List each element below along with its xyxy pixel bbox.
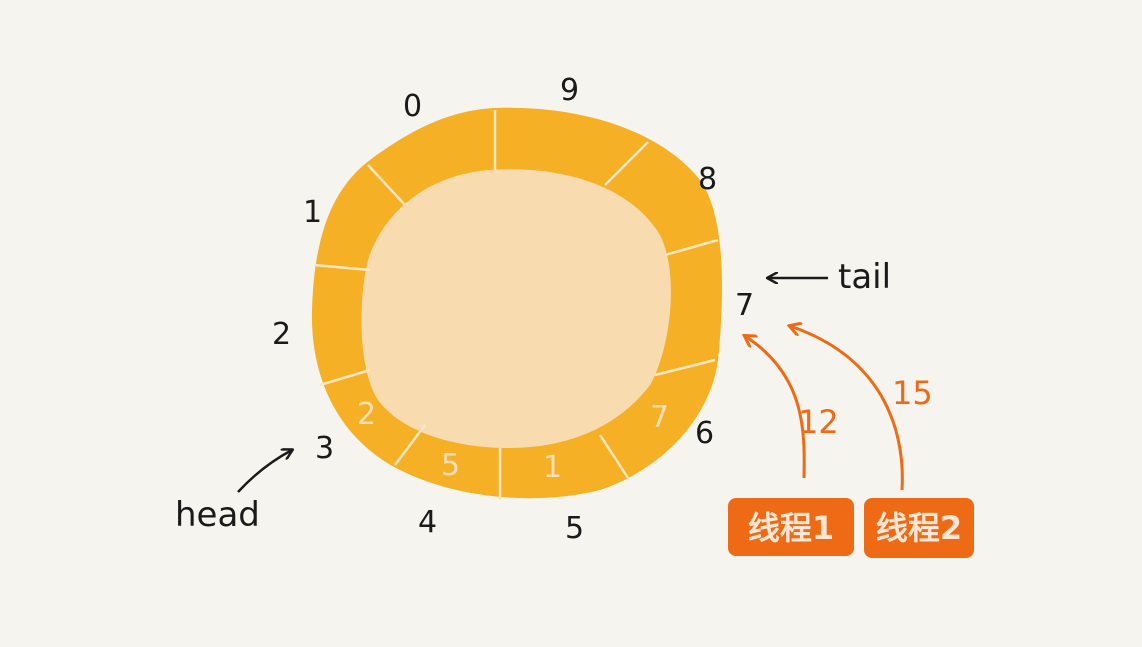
slot-index: 0 <box>403 89 422 124</box>
slot-divider <box>604 141 649 186</box>
slot-value: 5 <box>441 448 460 483</box>
thread-1-value: 12 <box>798 403 839 441</box>
slot-divider <box>394 424 426 466</box>
slot-divider <box>654 358 716 377</box>
thread-2-arrow <box>790 326 904 491</box>
slot-divider <box>598 434 630 479</box>
head-arrow <box>237 450 292 493</box>
thread-1: 12 线程1 <box>728 336 854 556</box>
ring-center <box>361 169 671 448</box>
slot-index: 6 <box>695 416 714 451</box>
tail-label: tail <box>838 257 891 297</box>
slot-index: 7 <box>735 288 754 323</box>
stored-values: 2 5 1 7 <box>357 397 669 485</box>
tail-pointer: tail <box>768 257 891 297</box>
slot-divider <box>313 263 371 272</box>
slot-index: 2 <box>272 317 291 352</box>
slot-index: 3 <box>315 431 334 466</box>
thread-2: 15 线程2 <box>790 326 974 558</box>
thread-1-label: 线程1 <box>748 509 834 547</box>
thread-1-box <box>728 498 854 556</box>
slot-index: 9 <box>560 73 579 108</box>
ring <box>311 107 723 500</box>
slot-index: 5 <box>565 511 584 546</box>
thread-2-label: 线程2 <box>876 509 962 547</box>
head-pointer: head <box>175 450 292 535</box>
slot-divider <box>664 238 719 257</box>
slot-divider <box>319 368 371 387</box>
slot-divider <box>367 164 406 206</box>
slot-index: 1 <box>303 195 322 230</box>
slot-value: 2 <box>357 397 376 432</box>
slot-value: 7 <box>650 400 669 435</box>
slot-value: 1 <box>543 450 562 485</box>
slot-indices: 0 1 2 3 4 5 6 7 8 9 <box>272 73 754 546</box>
slot-index: 8 <box>698 162 717 197</box>
slot-dividers <box>313 110 719 500</box>
thread-1-arrow <box>745 336 806 479</box>
head-label: head <box>175 495 260 535</box>
thread-2-value: 15 <box>892 374 933 412</box>
thread-2-box <box>864 498 974 558</box>
slot-index: 4 <box>418 505 437 540</box>
